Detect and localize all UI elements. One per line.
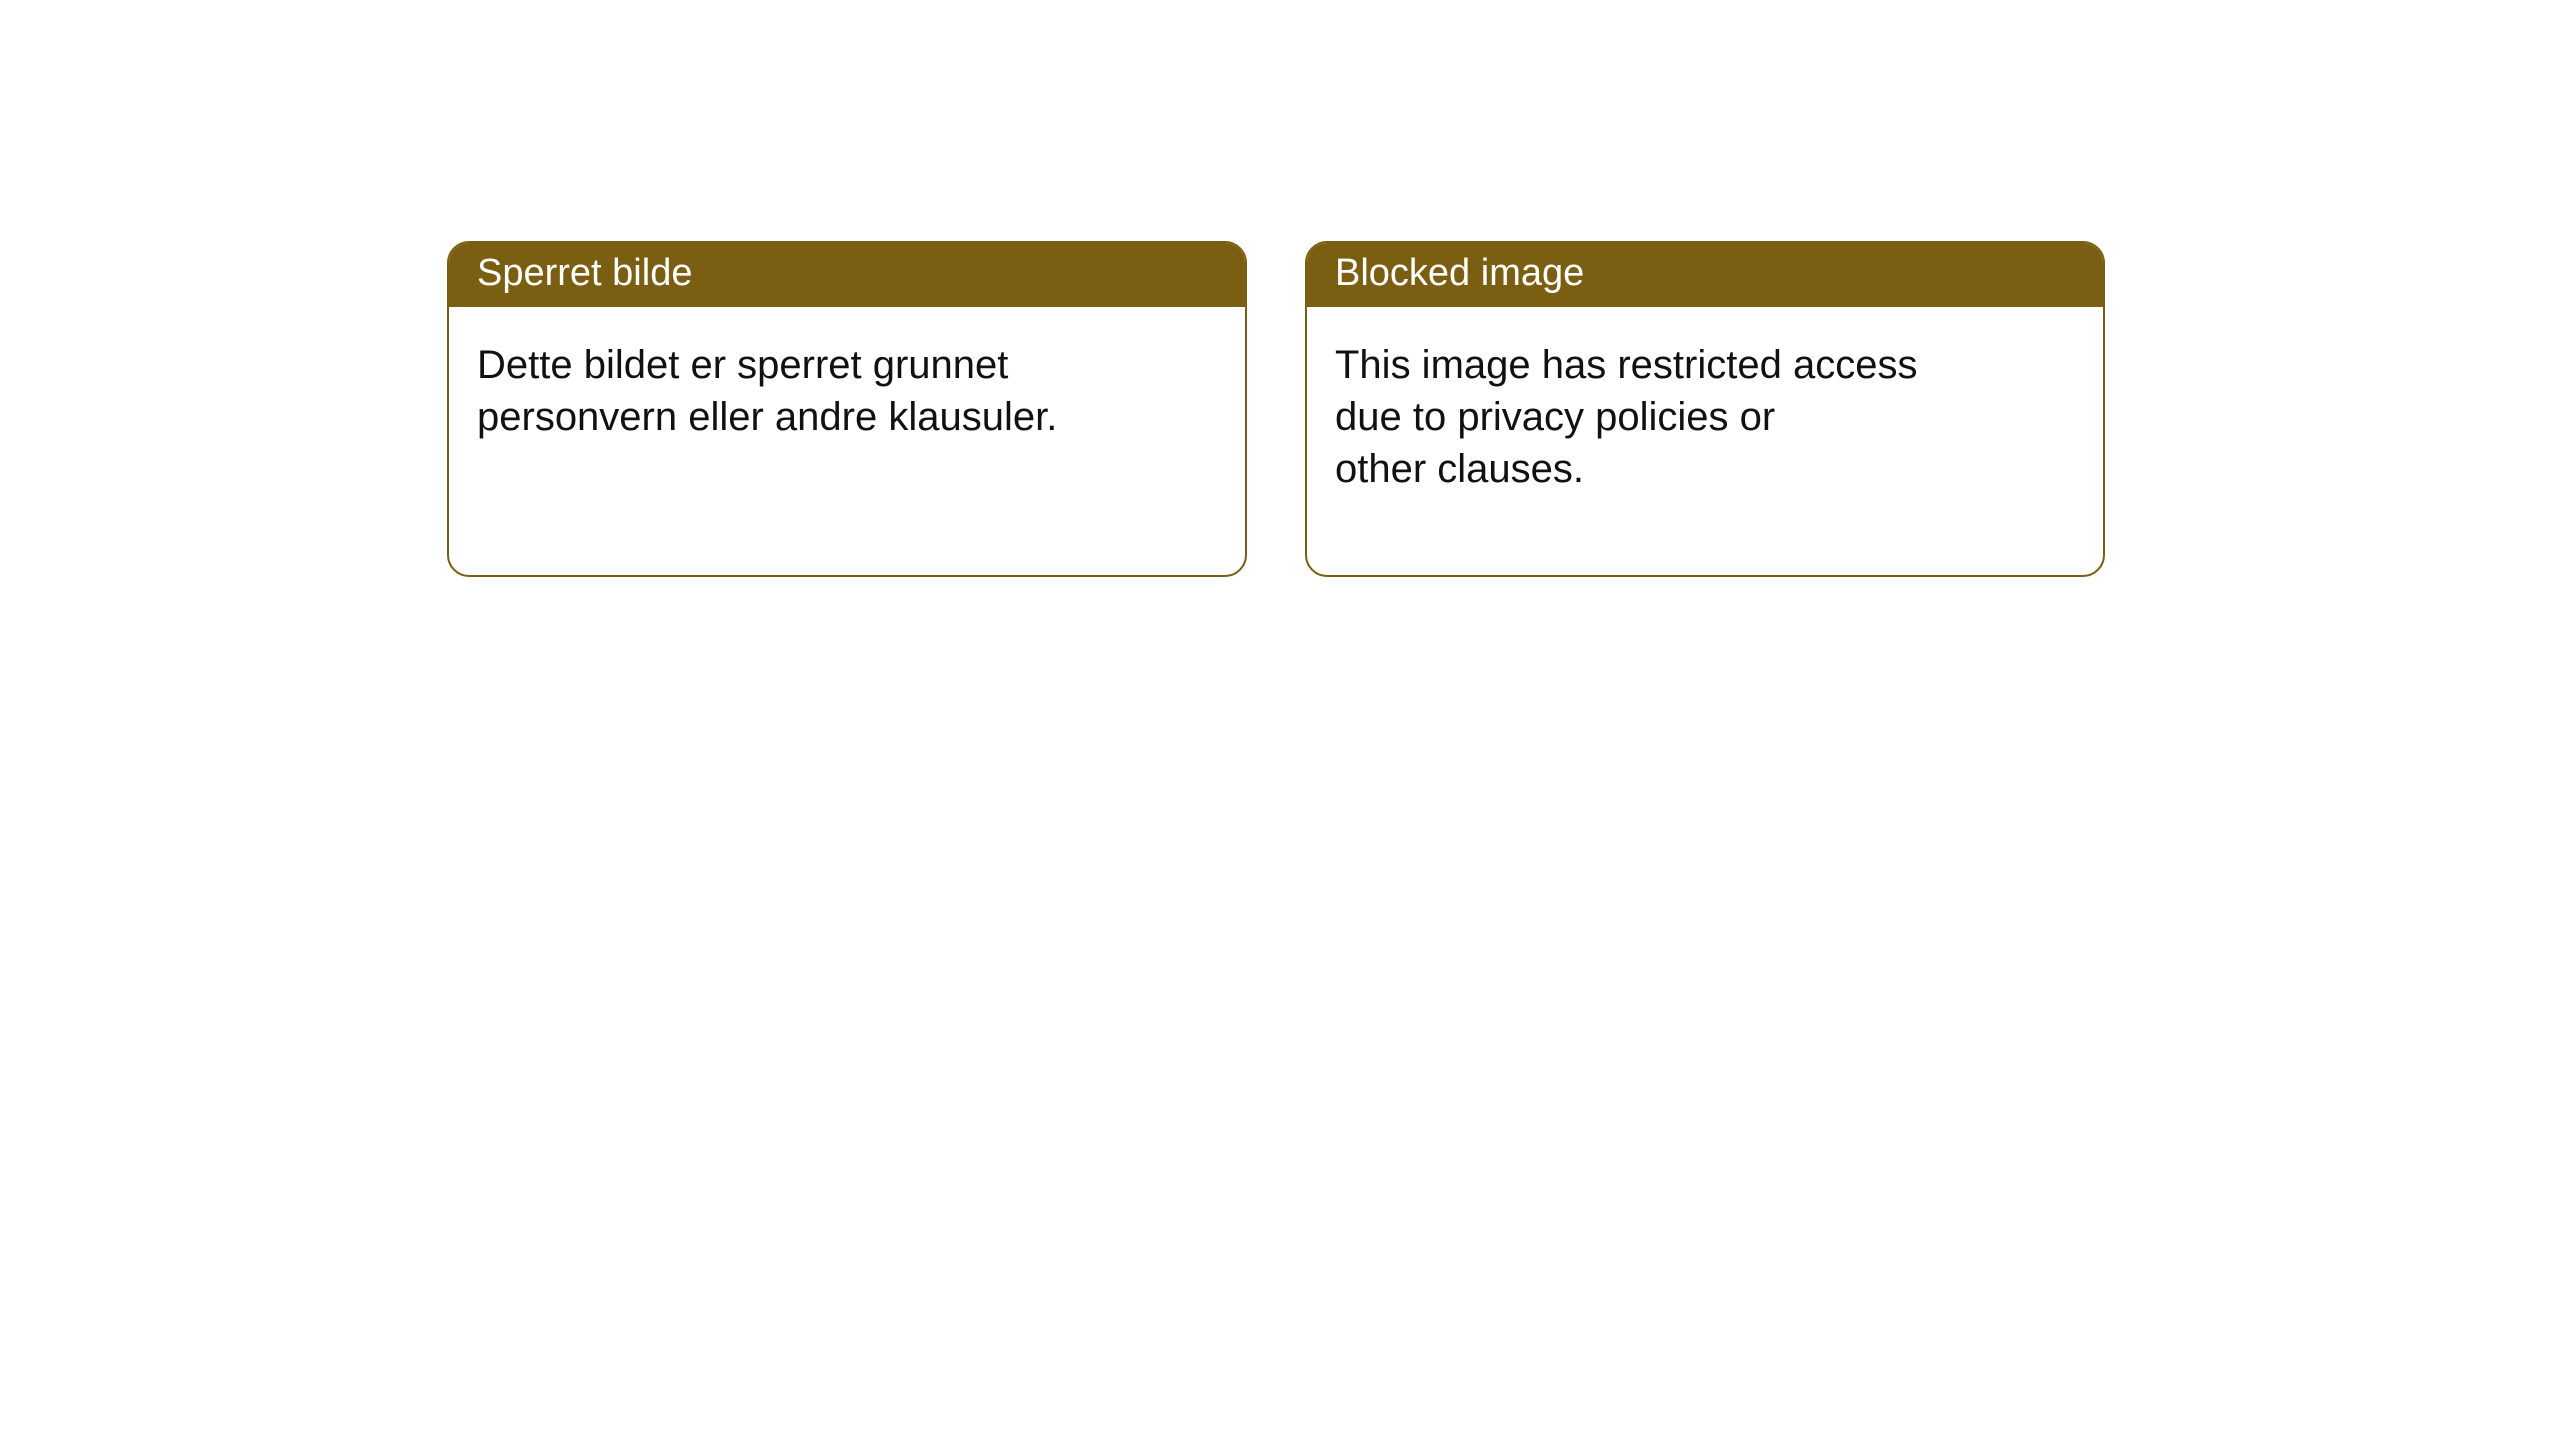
card-title: Sperret bilde	[449, 243, 1245, 307]
card-title: Blocked image	[1307, 243, 2103, 307]
blocked-image-card-no: Sperret bilde Dette bildet er sperret gr…	[447, 241, 1247, 577]
blocked-image-card-en: Blocked image This image has restricted …	[1305, 241, 2105, 577]
notice-row: Sperret bilde Dette bildet er sperret gr…	[447, 241, 2105, 577]
card-body-text: Dette bildet er sperret grunnet personve…	[449, 307, 1245, 467]
card-body-text: This image has restricted access due to …	[1307, 307, 2103, 519]
